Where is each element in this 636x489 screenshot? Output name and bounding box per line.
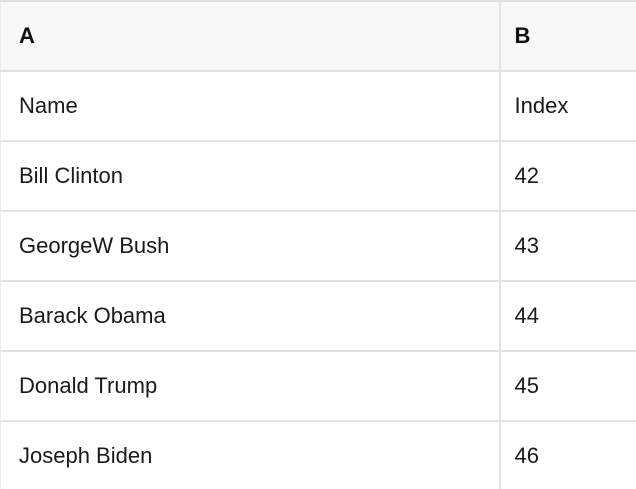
cell-name[interactable]: Joseph Biden (0, 421, 501, 489)
header-row: A B (0, 1, 636, 72)
cell-index[interactable]: 46 (499, 421, 636, 489)
cell-index[interactable]: Index (499, 71, 636, 142)
table-row: Barack Obama 44 (0, 281, 636, 352)
cell-name[interactable]: Bill Clinton (0, 141, 501, 212)
table-row: Donald Trump 45 (0, 351, 636, 422)
cell-index[interactable]: 43 (499, 211, 636, 282)
table-row: Name Index (0, 71, 636, 142)
column-header-a[interactable]: A (0, 1, 501, 72)
cell-name[interactable]: Barack Obama (0, 281, 501, 352)
cell-index[interactable]: 44 (499, 281, 636, 352)
cell-name[interactable]: Name (0, 71, 501, 142)
column-header-b[interactable]: B (499, 1, 636, 72)
table-body: Name Index Bill Clinton 42 GeorgeW Bush 43 Bar… (0, 71, 636, 489)
table-row: Bill Clinton 42 (0, 141, 636, 212)
cell-index[interactable]: 45 (499, 351, 636, 422)
cell-index[interactable]: 42 (499, 141, 636, 212)
cell-name[interactable]: Donald Trump (0, 351, 501, 422)
table-header: A B (0, 1, 636, 72)
table-row: GeorgeW Bush 43 (0, 211, 636, 282)
table-row: Joseph Biden 46 (0, 421, 636, 489)
cell-name[interactable]: GeorgeW Bush (0, 211, 501, 282)
